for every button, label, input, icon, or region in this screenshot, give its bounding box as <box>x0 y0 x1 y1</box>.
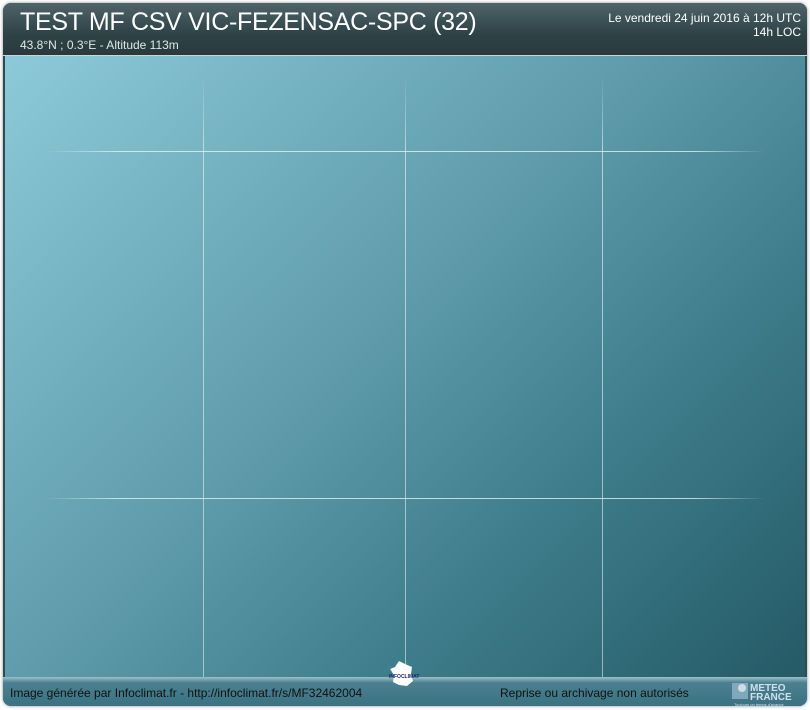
meteofrance-logo: METEO FRANCE Toujours un temps d'avance <box>732 683 792 706</box>
grid-line-vertical <box>602 76 603 677</box>
plot-area <box>5 56 805 677</box>
weather-image-frame: TEST MF CSV VIC-FEZENSAC-SPC (32) 43.8°N… <box>3 3 807 706</box>
grid-line-vertical <box>405 76 406 677</box>
grid-line-horizontal <box>45 498 765 499</box>
header: TEST MF CSV VIC-FEZENSAC-SPC (32) 43.8°N… <box>3 3 807 56</box>
svg-text:INFOCLIMAT: INFOCLIMAT <box>389 674 419 680</box>
grid-line-vertical <box>203 76 204 677</box>
svg-text:FRANCE: FRANCE <box>750 692 792 703</box>
grid-line-horizontal <box>45 151 765 152</box>
generated-by-text: Image générée par Infoclimat.fr - http:/… <box>10 686 363 700</box>
infoclimat-france-logo: INFOCLIMAT <box>389 661 419 686</box>
svg-text:METEO: METEO <box>750 683 786 694</box>
rights-text: Reprise ou archivage non autorisés <box>500 686 689 700</box>
date-local: 14h LOC <box>752 25 801 39</box>
station-title: TEST MF CSV VIC-FEZENSAC-SPC (32) <box>20 8 477 36</box>
svg-text:Toujours un temps d'avance: Toujours un temps d'avance <box>734 702 784 706</box>
station-coordinates: 43.8°N ; 0.3°E - Altitude 113m <box>20 38 179 52</box>
date-utc: Le vendredi 24 juin 2016 à 12h UTC <box>608 11 801 25</box>
observation-date: Le vendredi 24 juin 2016 à 12h UTC 14h L… <box>608 11 801 39</box>
